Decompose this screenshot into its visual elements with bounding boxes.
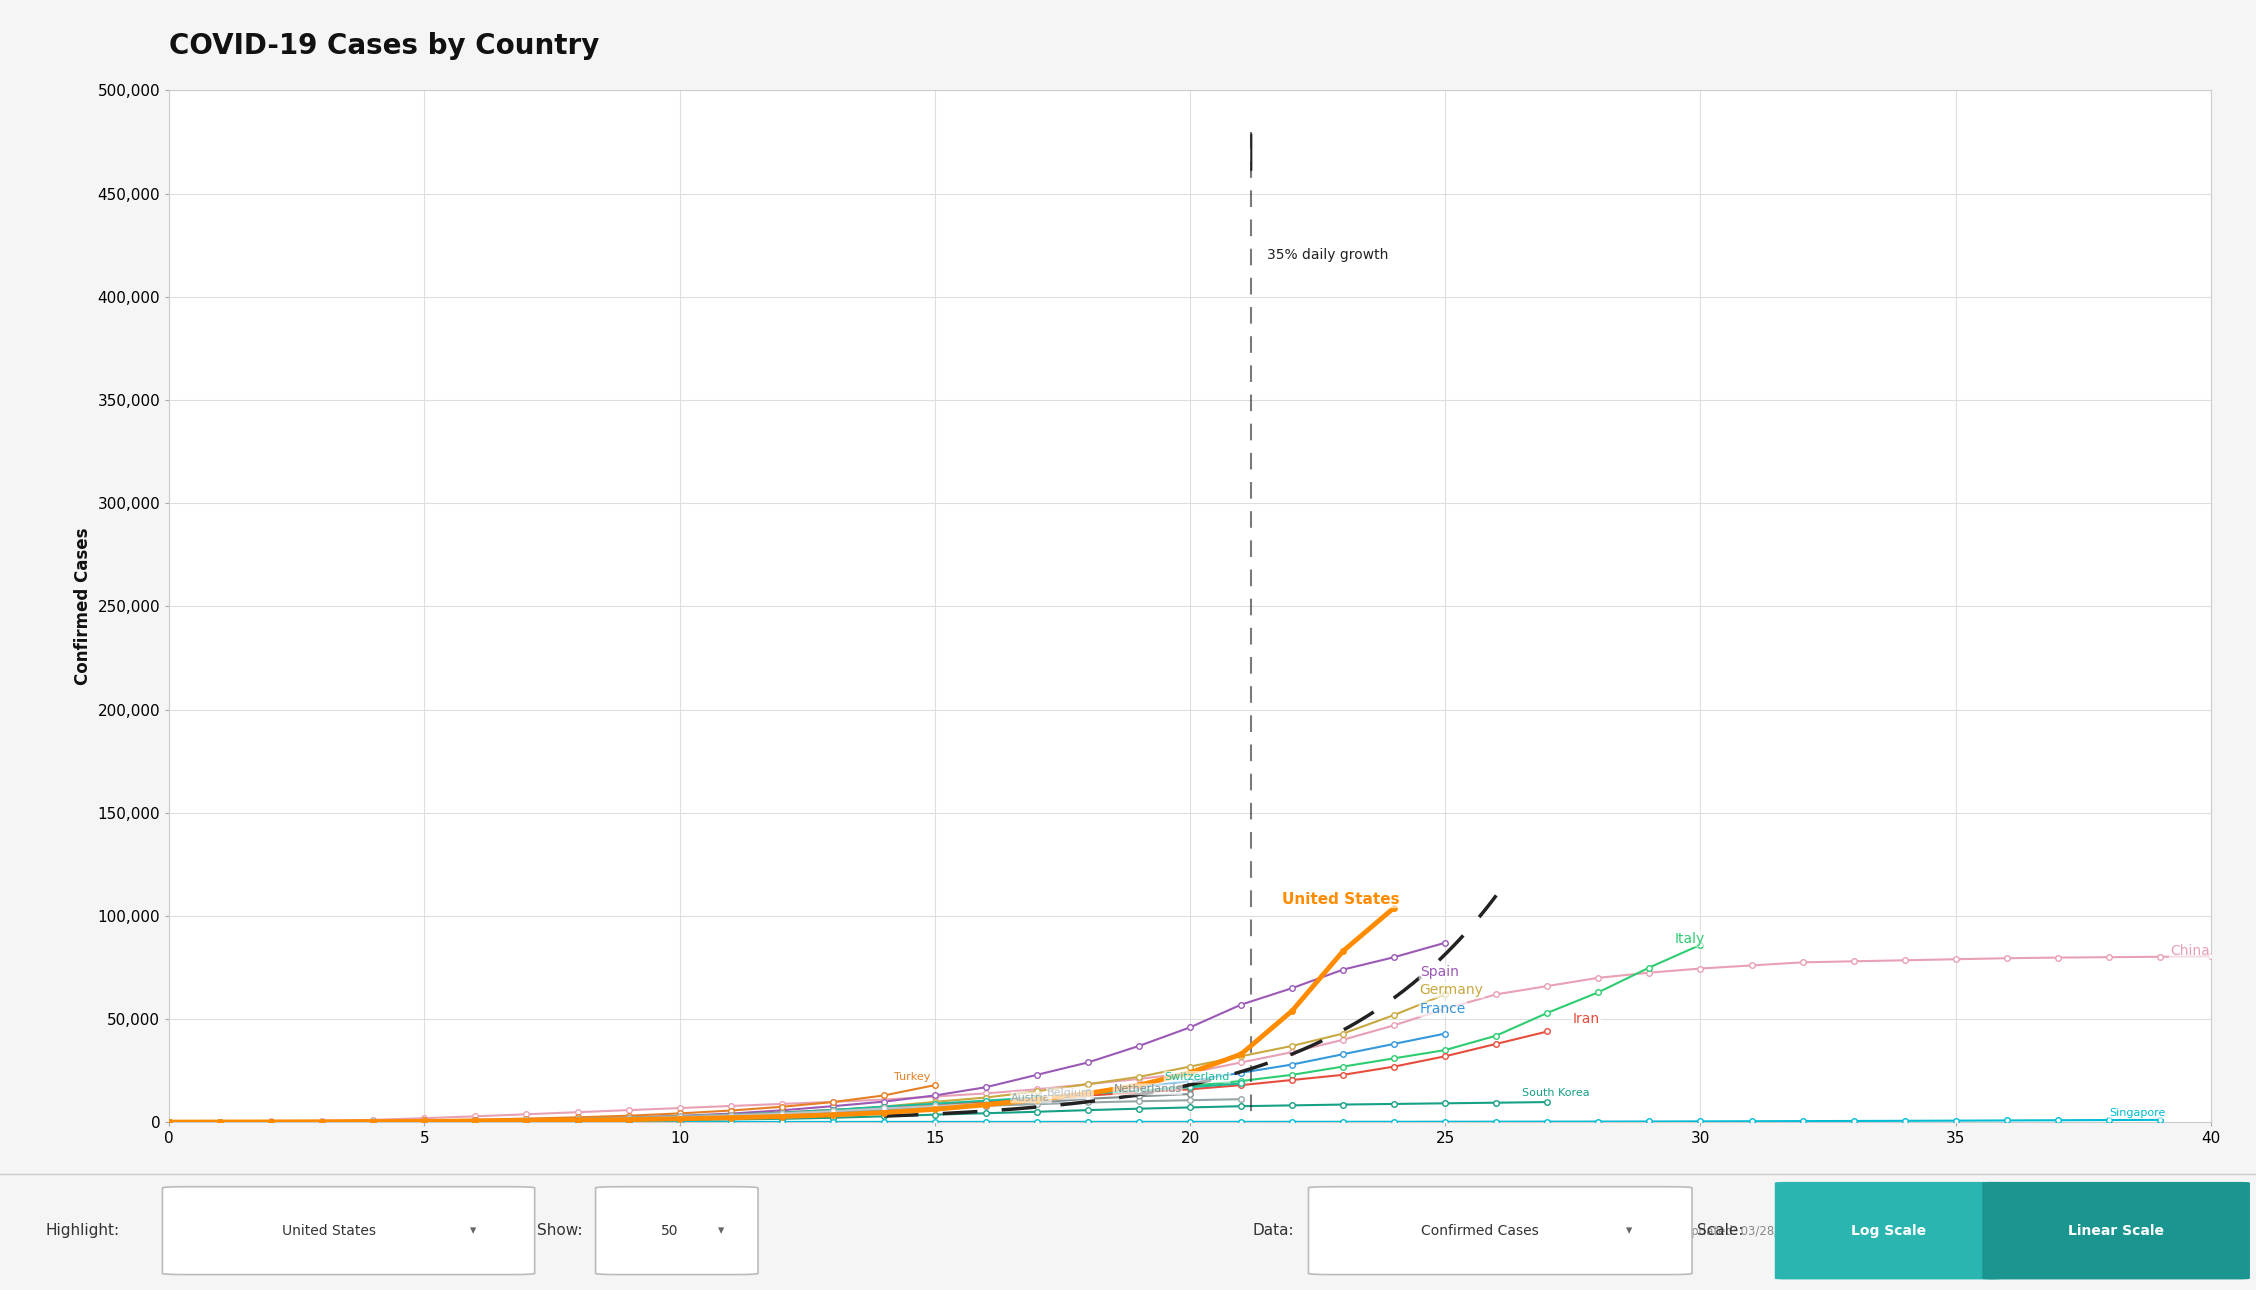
FancyBboxPatch shape: [162, 1187, 535, 1275]
Text: France: France: [1419, 1002, 1466, 1015]
Text: Iran: Iran: [1572, 1013, 1600, 1026]
Text: COVID-19 Cases by Country: COVID-19 Cases by Country: [169, 32, 600, 61]
Text: Linear Scale: Linear Scale: [2069, 1224, 2164, 1237]
Text: South Korea: South Korea: [1523, 1089, 1590, 1098]
Text: Scale:: Scale:: [1697, 1223, 1744, 1238]
Text: Switzerland: Switzerland: [1164, 1072, 1230, 1082]
Text: Italy: Italy: [1674, 931, 1706, 946]
Text: Singapore: Singapore: [2109, 1108, 2166, 1118]
FancyBboxPatch shape: [1983, 1183, 2249, 1278]
FancyBboxPatch shape: [1308, 1187, 1692, 1275]
Text: Data: Johns Hopkins CSSE; Updated: 03/28/2020: Data: Johns Hopkins CSSE; Updated: 03/28…: [1523, 1226, 1807, 1238]
Text: Spain: Spain: [1419, 965, 1460, 979]
Text: Highlight:: Highlight:: [45, 1223, 120, 1238]
FancyBboxPatch shape: [1775, 1183, 2001, 1278]
FancyBboxPatch shape: [596, 1187, 758, 1275]
Text: Confirmed Cases: Confirmed Cases: [1421, 1224, 1539, 1237]
Text: Netherlands: Netherlands: [1114, 1085, 1182, 1094]
Text: Data:: Data:: [1252, 1223, 1293, 1238]
Text: Germany: Germany: [1419, 983, 1484, 997]
Text: ▾: ▾: [1627, 1224, 1631, 1237]
Text: Belgium: Belgium: [1047, 1089, 1092, 1098]
Text: ▾: ▾: [717, 1224, 724, 1237]
Text: Days since 100 cases: Days since 100 cases: [2030, 1201, 2211, 1215]
Y-axis label: Confirmed Cases: Confirmed Cases: [74, 528, 92, 685]
Text: Log Scale: Log Scale: [1850, 1224, 1927, 1237]
Text: Show:: Show:: [537, 1223, 582, 1238]
Text: 35% daily growth: 35% daily growth: [1266, 249, 1387, 262]
Text: Austria: Austria: [1011, 1093, 1051, 1103]
Text: Turkey: Turkey: [893, 1072, 929, 1082]
Text: United States: United States: [1281, 891, 1399, 907]
Text: United States: United States: [282, 1224, 377, 1237]
Text: ▾: ▾: [469, 1224, 476, 1237]
Text: China: China: [2170, 944, 2211, 958]
Text: 50: 50: [661, 1224, 679, 1237]
